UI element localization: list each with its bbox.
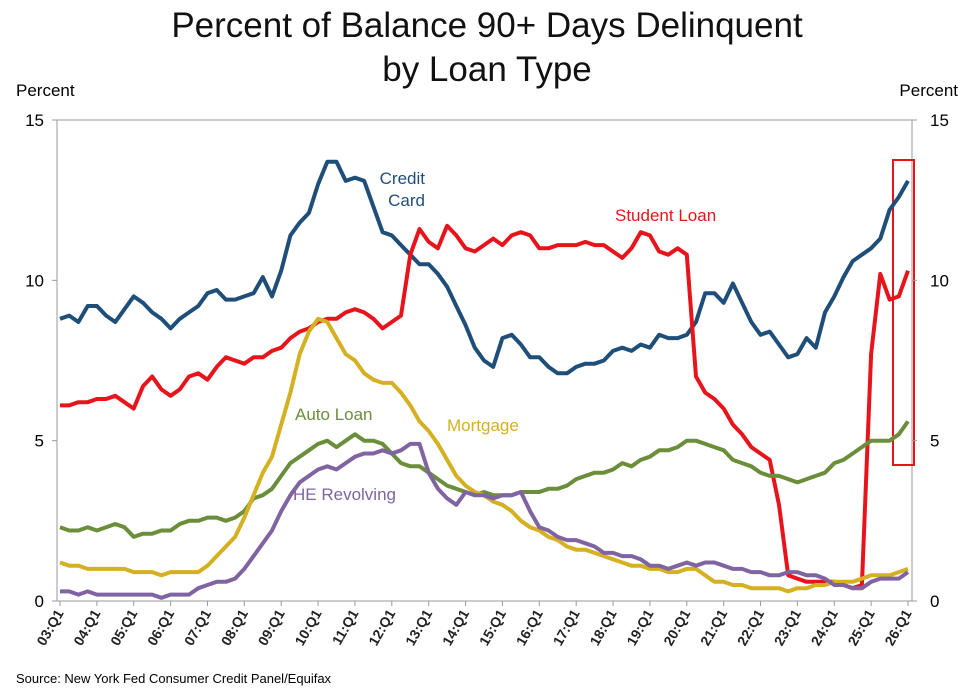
source-note: Source: New York Fed Consumer Credit Pan… [16, 671, 332, 686]
y2-tick-label: 15 [930, 111, 949, 130]
y-tick-label: 15 [25, 111, 44, 130]
x-tick-label: 11:Q1 [329, 606, 362, 647]
x-tick-label: 21:Q1 [697, 606, 730, 648]
x-tick-label: 04:Q1 [70, 606, 103, 648]
x-tick-label: 05:Q1 [107, 606, 140, 648]
y2-tick-label: 5 [930, 432, 939, 451]
x-tick-label: 15:Q1 [476, 606, 509, 648]
y-tick-label: 0 [35, 592, 44, 611]
plot-frame [56, 119, 913, 602]
highlight-box [892, 159, 915, 466]
x-tick-label: 03:Q1 [33, 606, 66, 648]
series-label: Mortgage [447, 416, 519, 435]
series-label: Auto Loan [295, 405, 373, 424]
y2-tick-label: 0 [930, 592, 939, 611]
x-tick-label: 23:Q1 [771, 606, 804, 648]
series-label: Student Loan [615, 206, 717, 225]
series-line [60, 441, 910, 600]
x-tick-label: 22:Q1 [734, 606, 767, 648]
x-tick-label: 10:Q1 [291, 606, 324, 648]
chart-title: by Loan Type [382, 50, 592, 89]
chart-title: Percent of Balance 90+ Days Delinquent [171, 6, 803, 45]
x-tick-label: 07:Q1 [181, 606, 214, 648]
series-label: HE Revolving [293, 485, 396, 504]
y2-tick-label: 10 [930, 271, 949, 290]
x-tick-label: 26:Q1 [881, 606, 914, 648]
x-tick-label: 14:Q1 [439, 606, 472, 648]
y-tick-label: 10 [25, 271, 44, 290]
series-line [59, 159, 910, 376]
y2-axis-label: Percent [899, 81, 958, 100]
x-tick-label: 16:Q1 [513, 606, 546, 648]
y-axis-label: Percent [16, 81, 75, 100]
x-tick-label: 13:Q1 [402, 606, 435, 648]
x-tick-label: 06:Q1 [144, 606, 177, 648]
x-tick-label: 19:Q1 [623, 606, 656, 648]
x-tick-label: 12:Q1 [365, 606, 398, 648]
x-tick-label: 09:Q1 [254, 606, 287, 648]
y-tick-label: 5 [35, 432, 44, 451]
x-tick-label: 24:Q1 [808, 606, 841, 648]
x-tick-label: 17:Q1 [549, 606, 582, 648]
series-label: Credit Card [379, 169, 425, 210]
x-tick-label: 08:Q1 [218, 606, 251, 648]
x-tick-label: 25:Q1 [844, 606, 877, 648]
x-tick-label: 20:Q1 [660, 606, 693, 648]
series-line [59, 420, 910, 539]
x-tick-label: 18:Q1 [586, 606, 619, 648]
series-line [60, 223, 910, 591]
